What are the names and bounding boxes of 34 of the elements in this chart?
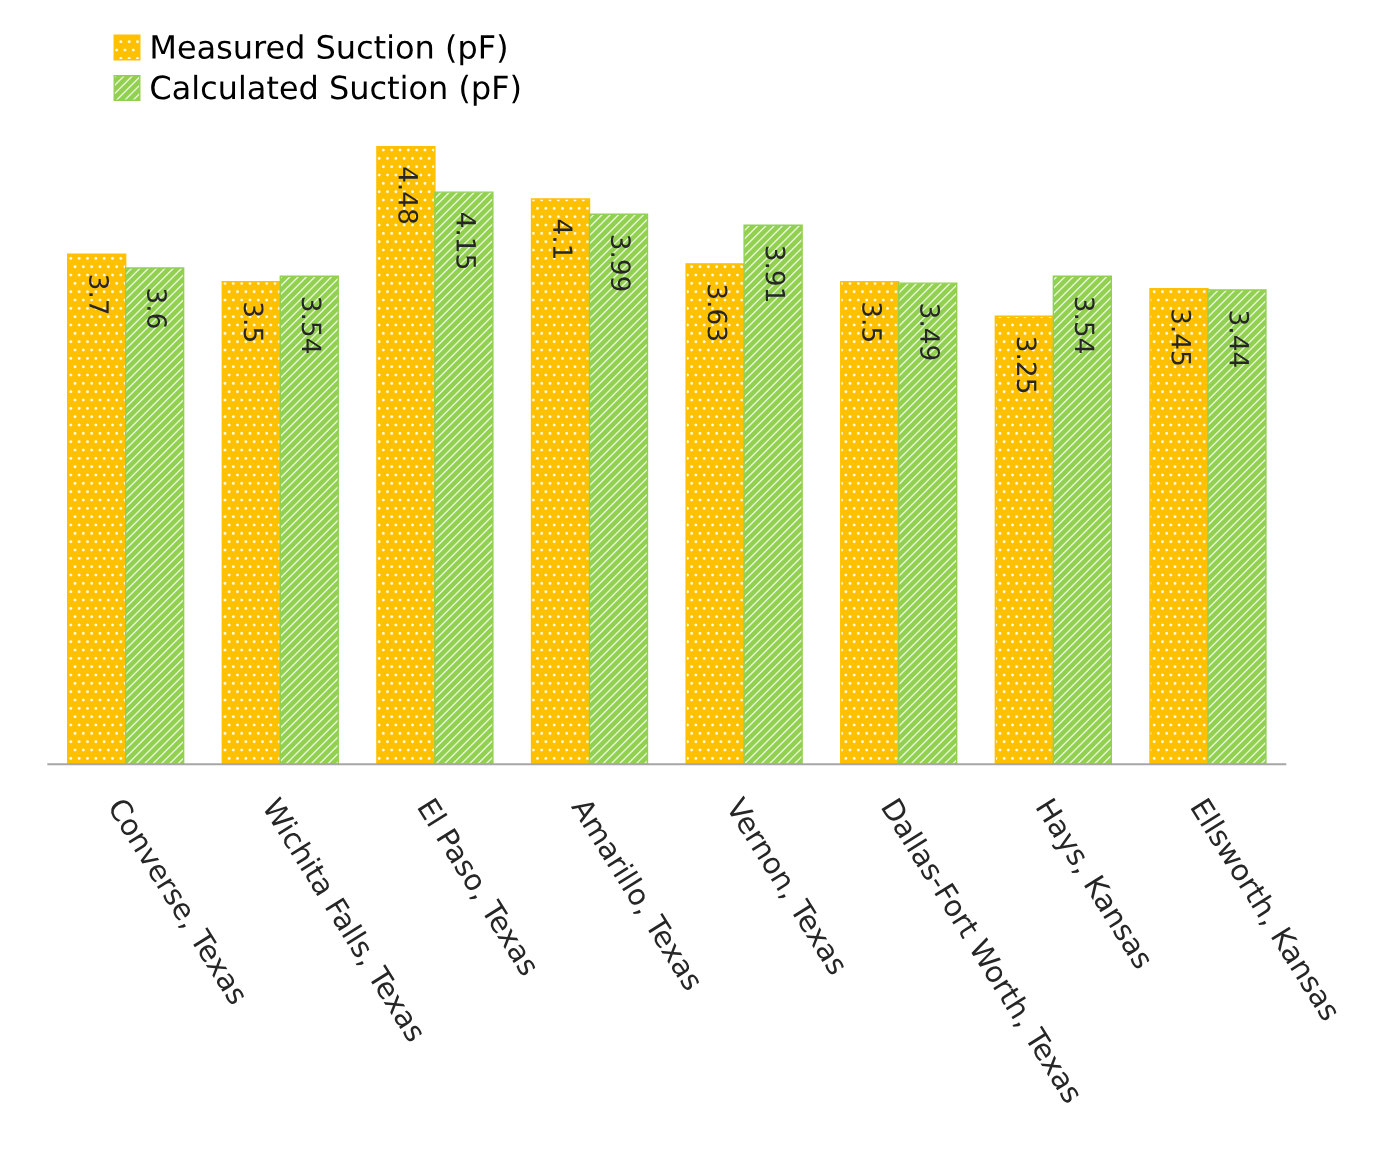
bar <box>67 253 127 765</box>
bar <box>1052 275 1113 765</box>
data-label: 3.6 <box>147 289 167 328</box>
data-label: 3.54 <box>301 297 322 353</box>
data-label: 3.91 <box>765 246 786 302</box>
data-label: 3.45 <box>1171 310 1192 365</box>
data-label: 3.99 <box>610 235 631 291</box>
bar <box>994 315 1055 765</box>
legend-label: Measured Suction (pF) <box>152 34 506 66</box>
bar <box>434 191 494 765</box>
bar <box>898 282 958 765</box>
data-label: 3.49 <box>920 304 941 360</box>
bar <box>1207 289 1267 765</box>
data-label: 3.25 <box>1016 337 1037 393</box>
data-label: 3.44 <box>1229 311 1250 367</box>
bar <box>376 145 436 765</box>
data-label: 3.7 <box>89 275 109 314</box>
legend-label: Calculated Suction (pF) <box>151 74 520 106</box>
bar <box>743 224 803 765</box>
data-label: 4.15 <box>456 212 476 269</box>
bar <box>840 281 900 765</box>
bar <box>221 281 281 765</box>
data-label: 3.5 <box>862 303 883 341</box>
data-label: 3.63 <box>707 285 728 340</box>
bar <box>279 275 339 765</box>
bar <box>530 198 591 765</box>
data-label: 4.48 <box>398 167 419 224</box>
data-label: 4.1 <box>553 219 573 259</box>
data-label: 3.5 <box>243 303 264 341</box>
bar <box>588 213 649 765</box>
bar <box>1149 287 1209 765</box>
bar <box>124 267 185 765</box>
bar <box>685 263 745 765</box>
data-label: 3.54 <box>1074 297 1095 353</box>
